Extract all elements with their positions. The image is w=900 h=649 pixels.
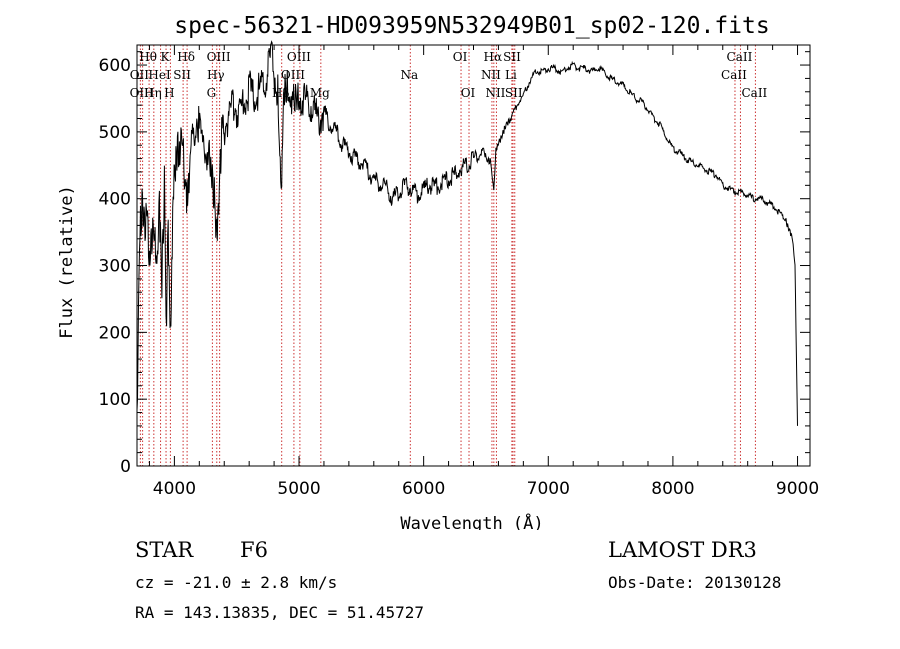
spectral-line-label: OIII — [130, 86, 154, 100]
coordinates-readout: RA = 143.13835, DEC = 51.45727 — [135, 603, 424, 622]
y-tick-label: 100 — [99, 390, 131, 410]
y-tick-label: 600 — [99, 56, 131, 76]
spectral-line-label: OIII — [207, 50, 231, 64]
spectral-line-label: Hδ — [177, 50, 195, 64]
spectral-line-label: CaII — [741, 86, 767, 100]
spectral-line-markers — [139, 45, 756, 466]
spectral-line-label: Mg — [310, 86, 330, 100]
object-class: STAR — [135, 538, 194, 562]
spectral-line-label: SII — [505, 86, 523, 100]
y-tick-label: 0 — [120, 457, 131, 477]
spectral-line-label: Hη — [144, 86, 162, 100]
x-tick-label: 6000 — [402, 479, 445, 499]
y-tick-label: 200 — [99, 323, 131, 343]
spectral-line-label: H — [164, 86, 174, 100]
y-tick-label: 500 — [99, 123, 131, 143]
spectral-line-label: OI — [461, 86, 476, 100]
redshift-readout: cz = -21.0 ± 2.8 km/s — [135, 573, 338, 592]
flux-series-line — [136, 40, 798, 426]
x-axis-ticks: 4000 5000 6000 7000 8000 9000 — [148, 45, 819, 499]
x-axis-label: Wavelength (Å) — [400, 512, 543, 530]
spectral-line-label: SII — [503, 50, 521, 64]
spectral-line-label: NII — [481, 68, 501, 82]
spectral-line-label: Hα — [484, 50, 503, 64]
spectral-line-label: Li — [505, 68, 517, 82]
y-axis-label: Flux (relative) — [57, 185, 77, 339]
y-tick-label: 300 — [99, 257, 131, 277]
spectral-line-label: SII — [173, 68, 191, 82]
x-tick-label: 7000 — [527, 479, 570, 499]
spectral-line-label: HeI — [148, 68, 171, 82]
spectral-line-label: OI — [453, 50, 468, 64]
chart-title: spec-56321-HD093959N532949B01_sp02-120.f… — [174, 13, 769, 39]
spectrum-chart: spec-56321-HD093959N532949B01_sp02-120.f… — [57, 13, 819, 530]
spectral-line-label: G — [207, 86, 217, 100]
spectral-line-label: CaII — [727, 50, 753, 64]
y-tick-label: 400 — [99, 190, 131, 210]
x-tick-label: 8000 — [651, 479, 694, 499]
spectral-line-label: NII — [485, 86, 505, 100]
x-tick-label: 5000 — [277, 479, 320, 499]
observation-date: Obs-Date: 20130128 — [608, 573, 782, 592]
spectral-line-label: Hθ — [139, 50, 157, 64]
spectral-line-label: OIII — [287, 50, 311, 64]
spectral-line-label: Na — [400, 68, 418, 82]
survey-name: LAMOST DR3 — [608, 538, 757, 562]
x-tick-label: 4000 — [153, 479, 196, 499]
x-tick-label: 9000 — [776, 479, 819, 499]
spectral-line-label: Hγ — [207, 68, 225, 82]
spectral-line-label: K — [161, 50, 171, 64]
spectral-line-label: OII — [130, 68, 150, 82]
y-axis-ticks: 0 100 200 300 400 500 600 — [99, 51, 810, 477]
object-subclass: F6 — [240, 538, 268, 562]
spectral-line-label: CaII — [721, 68, 747, 82]
